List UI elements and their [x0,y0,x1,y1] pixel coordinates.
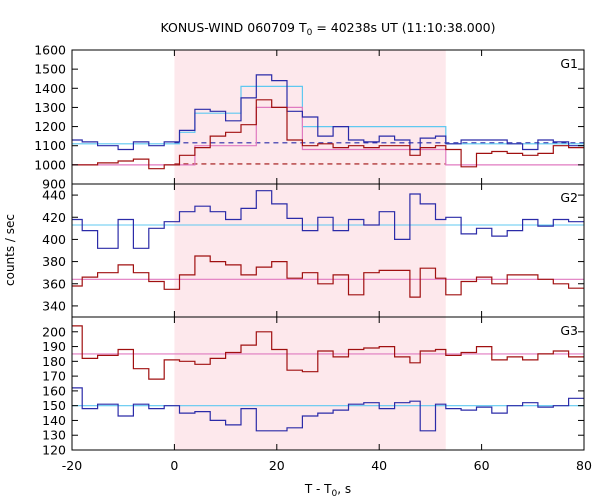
x-tick-label: 40 [371,458,387,473]
y-tick-label: 200 [42,324,66,339]
y-tick-label: 340 [42,298,66,313]
y-tick-label: 440 [42,188,66,203]
y-tick-label: 1000 [34,157,66,172]
x-tick-label: 0 [170,458,178,473]
y-tick-label: 380 [42,254,66,269]
panel-label-g3: G3 [560,323,578,338]
y-tick-label: 190 [42,339,66,354]
y-tick-label: 130 [42,428,66,443]
y-tick-label: 360 [42,276,66,291]
y-tick-label: 900 [42,177,66,192]
y-tick-label: 420 [42,210,66,225]
panel-g2-series-dark-blue [72,190,584,249]
panel-label-g2: G2 [560,190,578,205]
y-tick-label: 150 [42,398,66,413]
plot-area: 9001000110012001300140015001600G13403603… [34,43,592,474]
y-axis-label: counts / sec [3,214,17,286]
panel-g3-series-dark-blue [72,387,584,432]
panel-g3-series-dark-red [72,325,584,380]
y-tick-label: 170 [42,369,66,384]
y-tick-label: 1600 [34,43,66,58]
y-tick-label: 1500 [34,62,66,77]
x-axis-label: T - T0, s [304,482,351,499]
x-tick-label: 60 [474,458,490,473]
y-tick-label: 160 [42,383,66,398]
y-tick-label: 400 [42,232,66,247]
y-tick-label: 1200 [34,119,66,134]
y-tick-label: 180 [42,354,66,369]
panel-g1-series-light-blue [72,85,584,145]
panel-label-g1: G1 [560,56,578,71]
x-tick-label: 20 [269,458,285,473]
chart-title: KONUS-WIND 060709 T0 = 40238s UT (11:10:… [160,20,495,38]
burst-interval-highlight [174,50,446,450]
panel-g2-series-dark-red [72,255,584,298]
panel-g3-frame [71,316,585,451]
x-tick-label: -20 [62,458,82,473]
x-tick-label: 80 [576,458,592,473]
y-tick-label: 140 [42,413,66,428]
panel-g1-series-dark-blue [72,74,584,151]
y-tick-label: 1100 [34,138,66,153]
y-tick-label: 1300 [34,100,66,115]
y-tick-label: 1400 [34,81,66,96]
y-tick-label: 120 [42,443,66,458]
panel-g1-series-dark-red [72,99,584,170]
